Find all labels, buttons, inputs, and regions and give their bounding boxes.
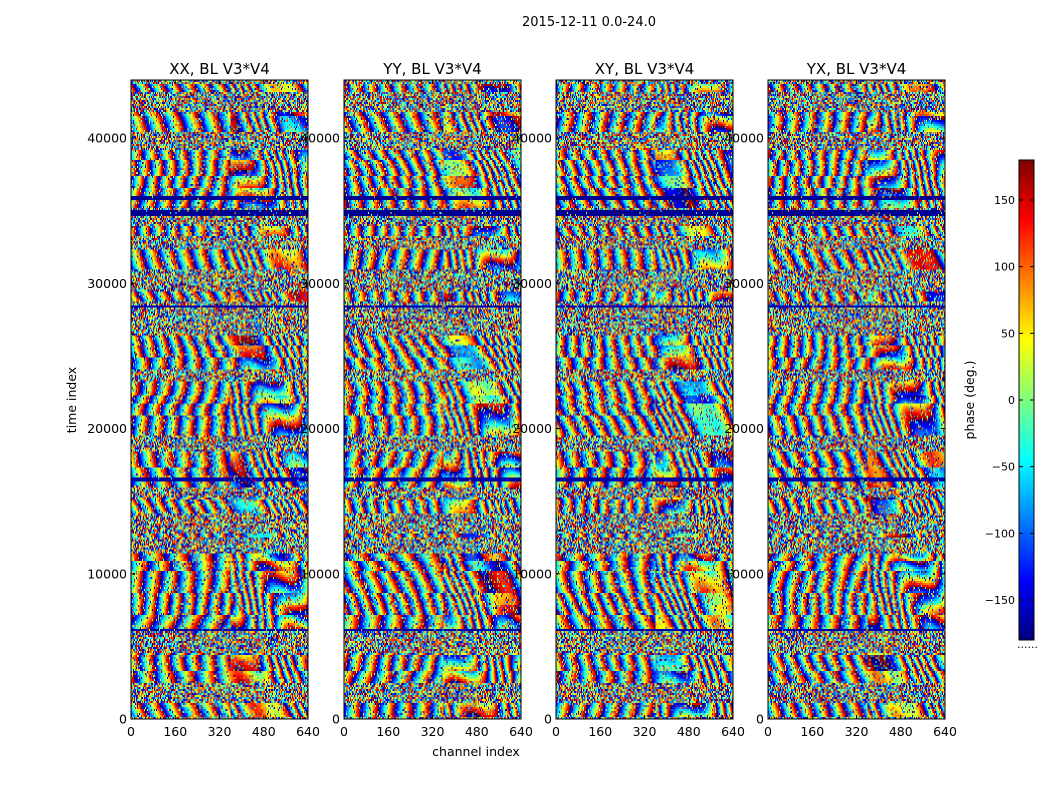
colorbar-tick-label: −50: [992, 461, 1015, 474]
x-tick-label: 160: [588, 724, 612, 739]
x-tick-label: 320: [845, 724, 869, 739]
colorbar: phase (deg.) ...... 150 100 50 0 −50 −100 −150: [962, 159, 1038, 651]
y-tick-label: 0: [332, 712, 340, 727]
colorbar-tick-label: −100: [985, 527, 1015, 540]
colorbar-tick-label: −150: [985, 594, 1015, 607]
x-tick-label: 640: [509, 724, 533, 739]
x-tick-label: 640: [296, 724, 320, 739]
heatmap-image: [556, 80, 733, 719]
colorbar-label: phase (deg.): [962, 361, 977, 440]
x-tick-label: 480: [252, 724, 276, 739]
y-tick-label: 0: [756, 712, 764, 727]
heatmap-panel-4: YX, BL V3*V4 0 160 320 480 640 0 10000 20000 3000…: [724, 60, 957, 739]
heatmap-panel-2: YY, BL V3*V4 0 160 320 480 640 0 10000 20000 3000…: [300, 60, 533, 739]
heatmap-panel-3: XY, BL V3*V4 0 160 320 480 640 0 10000 20000 3000…: [512, 60, 745, 739]
y-axis-label: time index: [64, 367, 79, 433]
y-tick-label: 0: [544, 712, 552, 727]
y-tick-label: 10000: [512, 566, 552, 581]
heatmap-panel-1: XX, BL V3*V4 0 160 320 480 640 0 10000 20000 3000…: [87, 60, 320, 739]
x-tick-label: 320: [633, 724, 657, 739]
y-tick-label: 10000: [300, 566, 340, 581]
y-tick-label: 30000: [87, 276, 127, 291]
y-tick-label: 40000: [724, 131, 764, 146]
heatmap-panels: XX, BL V3*V4 0 160 320 480 640 0 10000 20000 3000…: [87, 60, 957, 739]
panel-title: YX, BL V3*V4: [806, 60, 907, 78]
x-tick-label: 640: [721, 724, 745, 739]
x-tick-label: 0: [127, 724, 135, 739]
colorbar-tick-label: 50: [1001, 327, 1015, 340]
y-tick-label: 30000: [724, 276, 764, 291]
y-tick-label: 10000: [87, 566, 127, 581]
panel-title: YY, BL V3*V4: [382, 60, 481, 78]
heatmap-image: [131, 80, 308, 719]
x-tick-label: 160: [163, 724, 187, 739]
x-tick-label: 320: [208, 724, 232, 739]
x-tick-label: 0: [340, 724, 348, 739]
y-tick-label: 0: [119, 712, 127, 727]
panel-title: XY, BL V3*V4: [595, 60, 695, 78]
y-tick-label: 20000: [300, 421, 340, 436]
x-tick-label: 640: [933, 724, 957, 739]
x-tick-label: 0: [764, 724, 772, 739]
y-tick-label: 30000: [512, 276, 552, 291]
y-tick-label: 20000: [87, 421, 127, 436]
x-tick-label: 480: [889, 724, 913, 739]
x-tick-label: 160: [800, 724, 824, 739]
y-tick-label: 40000: [512, 131, 552, 146]
x-tick-label: 160: [376, 724, 400, 739]
y-tick-label: 40000: [300, 131, 340, 146]
x-tick-label: 320: [421, 724, 445, 739]
y-tick-label: 20000: [724, 421, 764, 436]
x-tick-label: 0: [552, 724, 560, 739]
y-tick-label: 20000: [512, 421, 552, 436]
heatmap-image: [768, 80, 945, 719]
x-tick-label: 480: [465, 724, 489, 739]
figure-suptitle: 2015-12-11 0.0-24.0: [522, 15, 656, 30]
y-tick-label: 10000: [724, 566, 764, 581]
colorbar-tick-label: 0: [1008, 394, 1015, 407]
colorbar-tick-label: 150: [994, 194, 1015, 207]
panel-title: XX, BL V3*V4: [169, 60, 270, 78]
shared-x-axis-label: channel index: [432, 744, 520, 759]
colorbar-tick-label: 100: [994, 261, 1015, 274]
y-tick-label: 30000: [300, 276, 340, 291]
colorbar-footer: ......: [1017, 638, 1038, 651]
x-tick-label: 480: [677, 724, 701, 739]
y-tick-label: 40000: [87, 131, 127, 146]
heatmap-image: [344, 80, 521, 719]
